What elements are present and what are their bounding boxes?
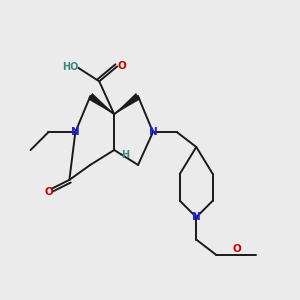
Text: O: O <box>117 61 126 71</box>
Polygon shape <box>88 93 114 114</box>
Text: O: O <box>44 187 53 197</box>
Text: HO: HO <box>62 62 78 72</box>
Text: N: N <box>192 212 201 222</box>
Text: H: H <box>122 150 130 161</box>
Polygon shape <box>114 93 140 114</box>
Text: N: N <box>148 127 158 137</box>
Text: N: N <box>71 127 80 137</box>
Text: O: O <box>232 244 241 254</box>
